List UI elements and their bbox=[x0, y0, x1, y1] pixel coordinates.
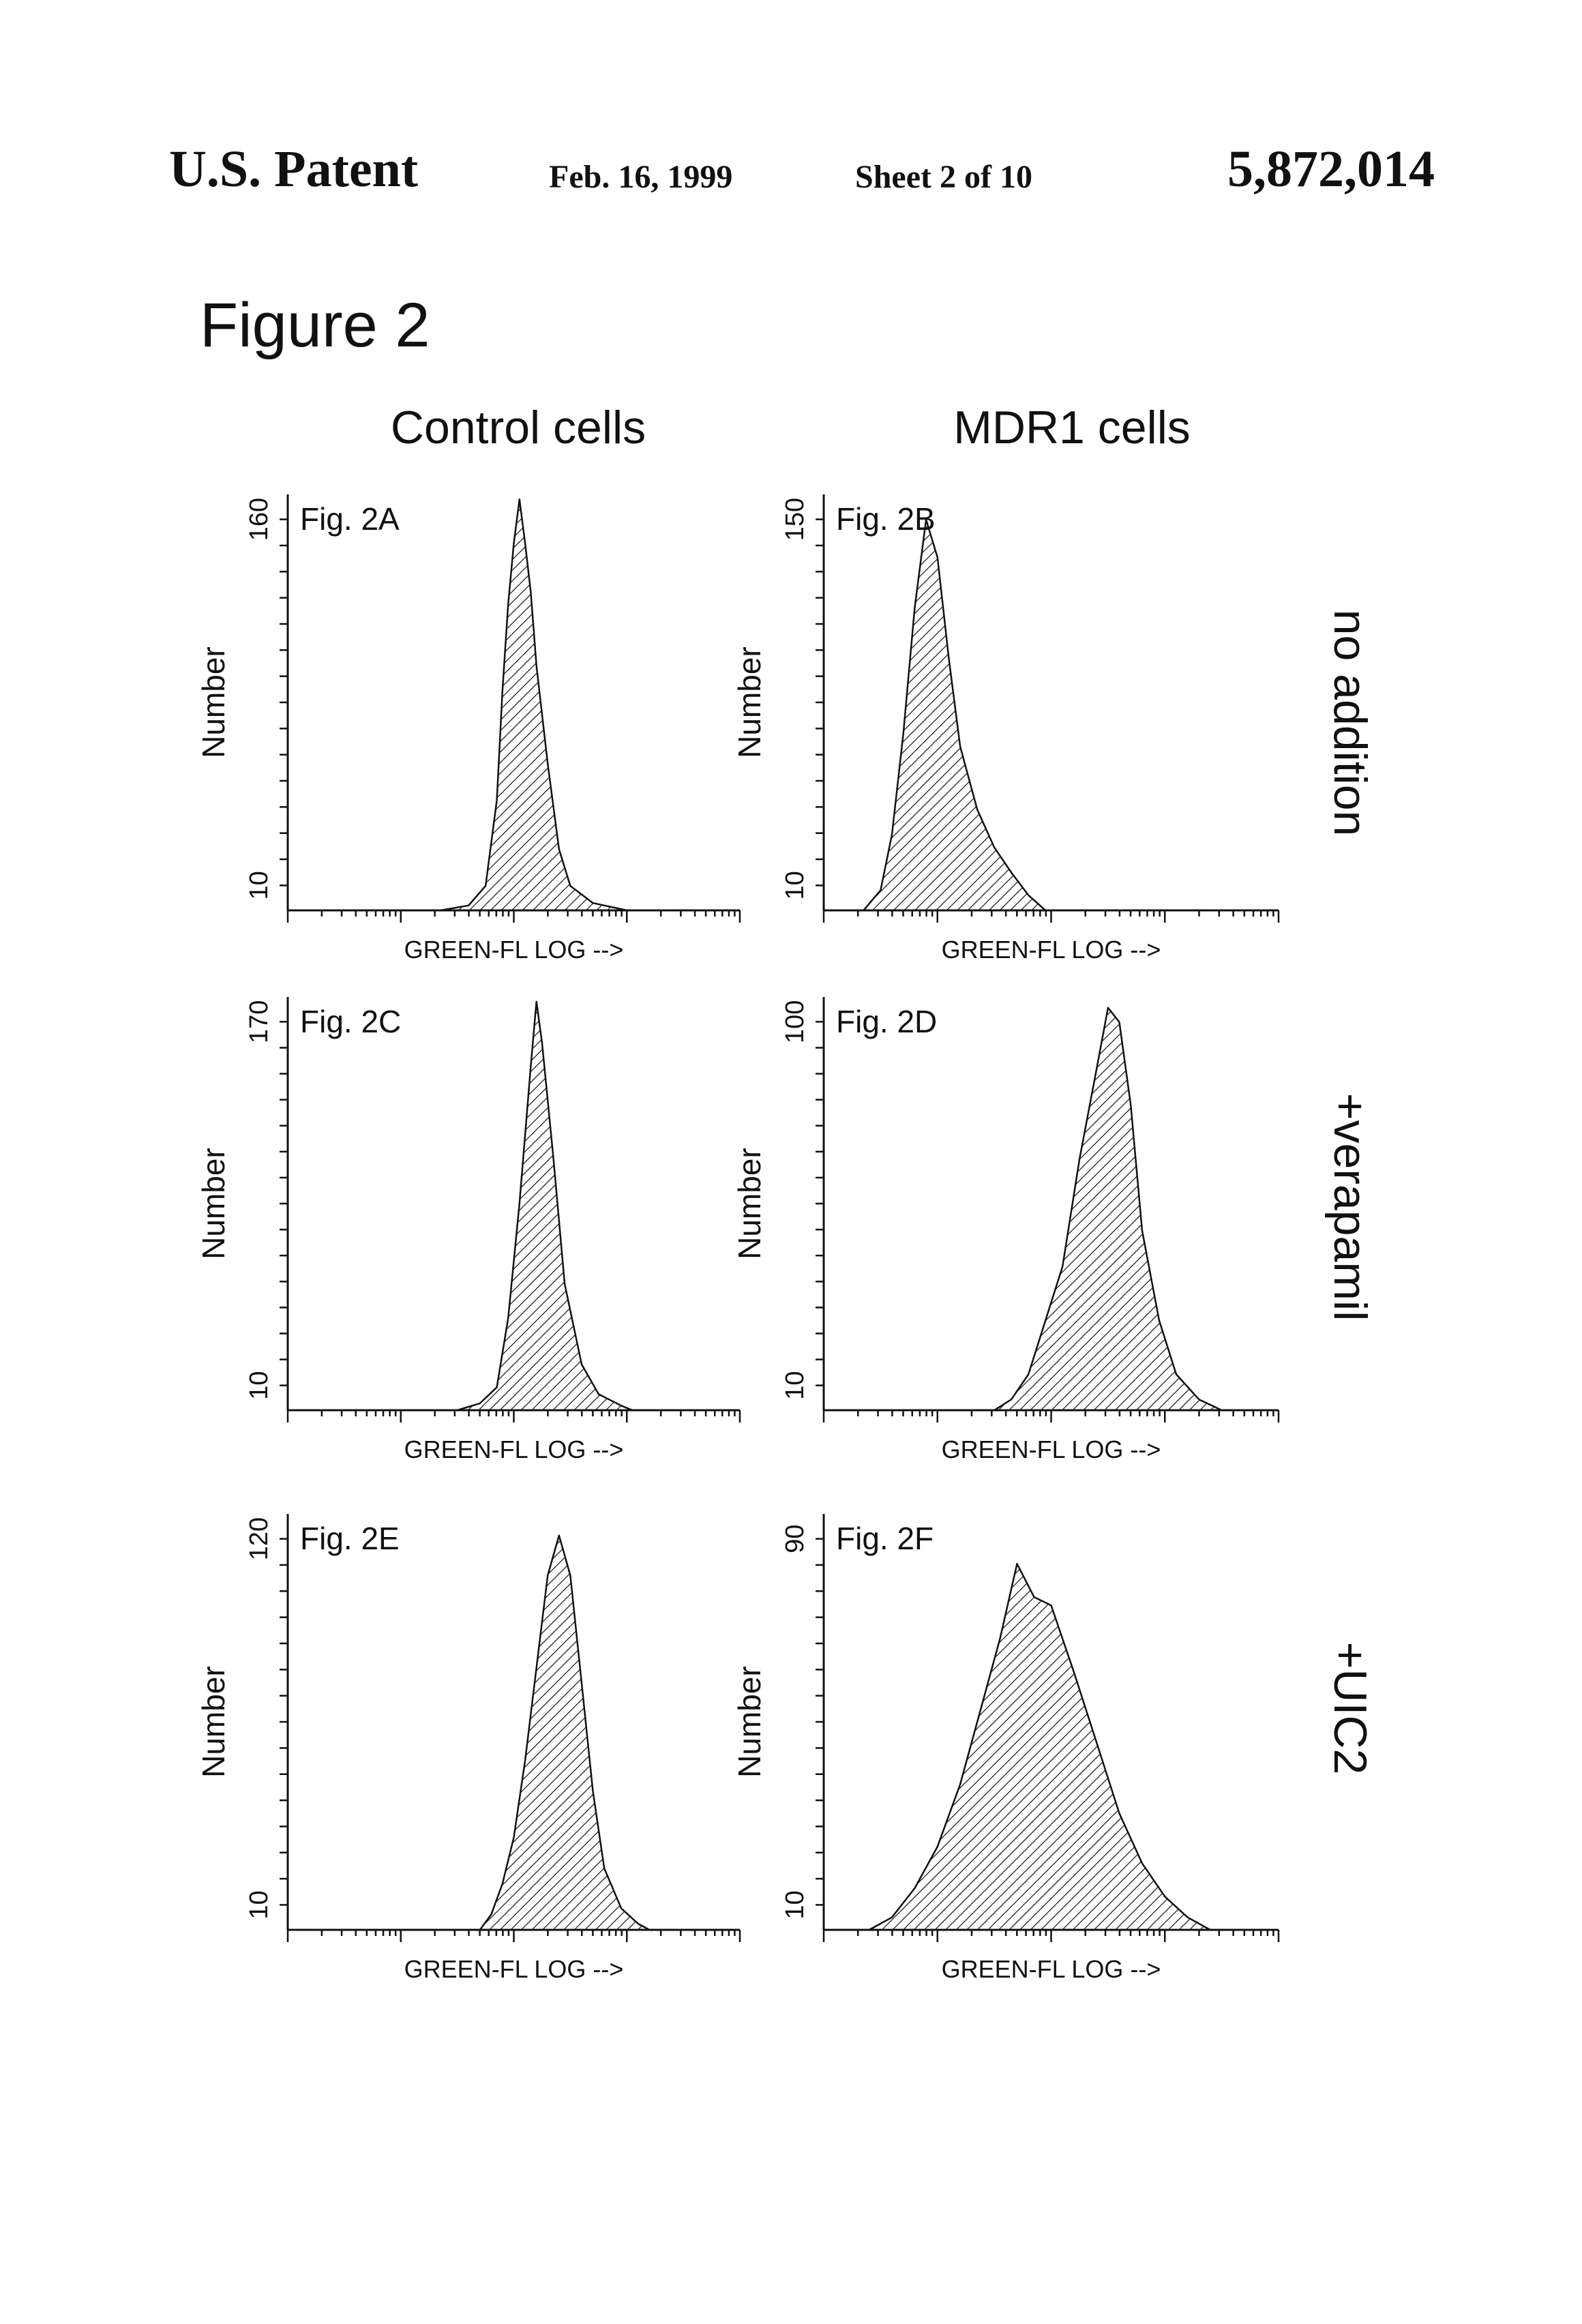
y-tick-label: 10 bbox=[245, 1371, 273, 1399]
histogram-area bbox=[458, 1002, 633, 1410]
panel-fig-2f: 10 90 Number GREEN-FL LOG --> Fig. 2F bbox=[732, 1514, 1279, 1983]
y-tick-label: 10 bbox=[781, 871, 809, 899]
panel-label: Fig. 2F bbox=[836, 1521, 934, 1556]
y-tick-label: 170 bbox=[245, 1000, 273, 1043]
histogram-area bbox=[480, 1536, 650, 1930]
y-axis-label: Number bbox=[732, 1148, 767, 1260]
histogram-area bbox=[994, 1008, 1222, 1410]
y-tick-label: 100 bbox=[781, 1000, 809, 1043]
y-tick-label: 160 bbox=[245, 498, 273, 541]
histogram-area bbox=[869, 1564, 1210, 1930]
y-axis-label: Number bbox=[196, 1666, 231, 1778]
panel-fig-2d: 10 100 Number GREEN-FL LOG --> Fig. 2D bbox=[732, 997, 1279, 1463]
panel-label: Fig. 2E bbox=[300, 1521, 400, 1556]
panel-label: Fig. 2B bbox=[836, 501, 936, 537]
y-axis-label: Number bbox=[732, 1666, 767, 1778]
x-axis-label: GREEN-FL LOG --> bbox=[942, 1955, 1161, 1983]
panel-label: Fig. 2D bbox=[836, 1004, 937, 1039]
x-axis-label: GREEN-FL LOG --> bbox=[404, 1955, 624, 1983]
x-axis-label: GREEN-FL LOG --> bbox=[404, 936, 624, 964]
y-tick-label: 120 bbox=[245, 1517, 273, 1560]
panel-fig-2a: 10 160 Number GREEN-FL LOG --> Fig. 2A bbox=[196, 494, 740, 964]
y-tick-label: 10 bbox=[781, 1371, 809, 1399]
x-axis-label: GREEN-FL LOG --> bbox=[942, 936, 1161, 964]
y-axis-label: Number bbox=[196, 646, 231, 758]
y-tick-label: 90 bbox=[781, 1524, 809, 1553]
y-tick-label: 150 bbox=[781, 498, 809, 541]
histogram-area bbox=[441, 499, 627, 910]
y-tick-label: 10 bbox=[245, 1890, 273, 1919]
y-tick-label: 10 bbox=[781, 1890, 809, 1919]
y-axis-label: Number bbox=[732, 646, 767, 758]
panel-fig-2e: 10 120 Number GREEN-FL LOG --> Fig. 2E bbox=[196, 1514, 740, 1983]
panel-fig-2c: 10 170 Number GREEN-FL LOG --> Fig. 2C bbox=[196, 997, 740, 1463]
panel-label: Fig. 2A bbox=[300, 501, 400, 537]
panel-fig-2b: 10 150 Number GREEN-FL LOG --> Fig. 2B bbox=[732, 494, 1279, 964]
histogram-area bbox=[863, 520, 1045, 910]
x-axis-label: GREEN-FL LOG --> bbox=[404, 1435, 624, 1463]
y-tick-label: 10 bbox=[245, 871, 273, 899]
x-axis-label: GREEN-FL LOG --> bbox=[942, 1435, 1161, 1463]
y-axis-label: Number bbox=[196, 1148, 231, 1260]
panel-label: Fig. 2C bbox=[300, 1004, 401, 1039]
